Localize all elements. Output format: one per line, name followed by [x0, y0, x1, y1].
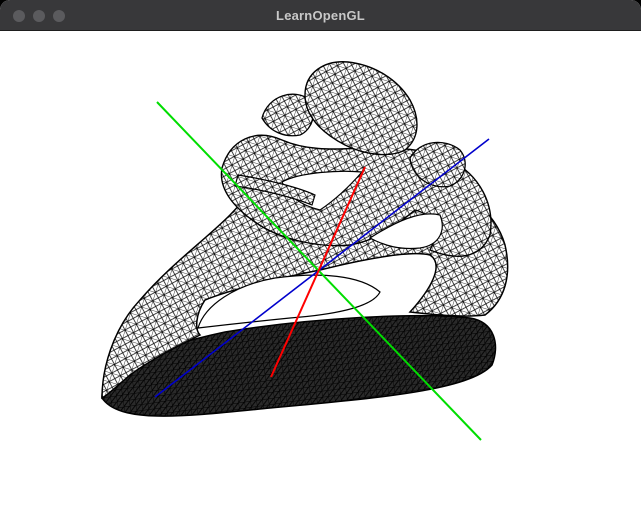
sculpture-hole-upper: [368, 213, 443, 250]
opengl-viewport[interactable]: [0, 31, 641, 509]
sculpture-shoulder: [409, 141, 466, 188]
x-axis-line: [270, 166, 366, 378]
close-window-button[interactable]: [13, 10, 25, 22]
sculpture-bar: [234, 174, 316, 206]
window-title: LearnOpenGL: [276, 8, 365, 23]
zoom-window-button[interactable]: [53, 10, 65, 22]
z-axis-line: [154, 138, 490, 398]
minimize-window-button[interactable]: [33, 10, 45, 22]
sculpture-base: [101, 314, 497, 417]
wireframe-scene: [101, 61, 509, 441]
title-bar[interactable]: LearnOpenGL: [0, 0, 641, 31]
sculpture-head: [304, 61, 418, 156]
